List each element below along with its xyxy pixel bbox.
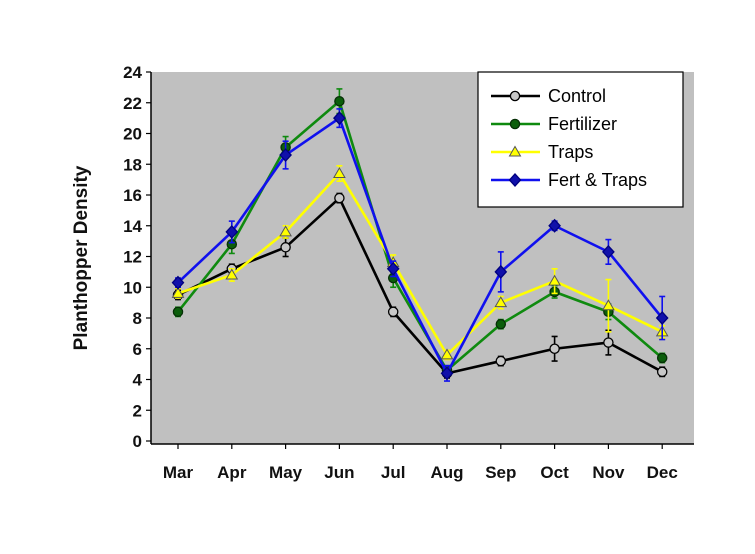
data-point-control [495,355,507,367]
y-tick-label: 14 [123,217,142,236]
legend: Control Fertilizer Traps Fert & Traps [477,71,684,208]
x-tick-label: Jun [324,463,354,482]
legend-item-fert-traps: Fert & Traps [491,170,647,190]
data-point-fert-traps [386,261,400,276]
y-tick-label: 20 [123,125,142,144]
data-point-fertilizer [172,306,184,318]
y-tick-label: 10 [123,278,142,297]
x-tick-label: Apr [217,463,247,482]
x-tick-label: Sep [485,463,516,482]
data-point-control [549,343,560,354]
data-point-traps [602,299,615,311]
data-point-control [387,306,399,318]
legend-item-control: Control [491,86,606,106]
data-point-traps [440,348,454,360]
y-tick-label: 12 [123,248,142,267]
legend-item-traps: Traps [491,142,593,162]
x-tick-label: Aug [430,463,463,482]
data-point-fert-traps [279,148,292,162]
data-point-traps [494,296,508,308]
series-line-control [177,196,663,375]
data-point-fert-traps [602,244,615,259]
x-axis-ticks: Mar Apr May Jun Jul Aug Sep Oct Nov Dec [163,444,678,482]
y-tick-label: 16 [123,186,142,205]
x-tick-label: May [269,463,303,482]
x-tick-label: Jul [381,463,406,482]
y-axis-title: Planthopper Density [71,165,92,350]
data-point-traps [333,166,346,178]
series-line-traps [177,172,663,357]
legend-label-fert-traps: Fert & Traps [548,170,647,190]
series-line-fertilizer [176,99,664,372]
data-point-fert-traps [655,311,669,325]
series-line-fert-traps [177,116,664,375]
data-point-fert-traps [440,366,454,381]
legend-marker-fert-traps [508,173,522,187]
legend-label-control: Control [548,86,606,106]
y-tick-label: 0 [133,432,142,451]
data-point-traps [548,274,561,286]
y-tick-label: 18 [123,155,142,174]
legend-marker-control [509,90,521,102]
legend-marker-traps [508,145,522,157]
series-layer [171,88,669,382]
data-point-traps [279,225,292,237]
data-point-fert-traps [333,111,346,126]
data-point-fert-traps [225,224,239,239]
legend-label-fertilizer: Fertilizer [548,114,617,134]
series-fert-traps [171,108,669,382]
x-tick-label: Dec [647,463,678,482]
legend-marker-fertilizer [509,118,521,130]
data-point-control [334,192,345,204]
data-point-control [603,337,614,348]
y-tick-label: 2 [133,401,142,420]
data-point-fert-traps [494,264,508,279]
y-tick-label: 24 [123,63,142,82]
data-point-traps [225,268,239,280]
data-point-traps [171,286,185,298]
data-point-control [280,242,291,253]
x-tick-label: Mar [163,463,194,482]
data-point-fertilizer [334,95,345,107]
data-point-fert-traps [171,275,185,290]
data-point-fert-traps [548,218,561,233]
x-tick-label: Oct [540,463,569,482]
x-tick-label: Nov [592,463,625,482]
data-point-fertilizer [495,318,507,330]
y-tick-label: 8 [133,309,142,328]
y-tick-label: 6 [133,340,142,359]
data-point-control [656,366,668,378]
legend-item-fertilizer: Fertilizer [491,114,617,134]
y-tick-label: 4 [133,371,143,390]
legend-label-traps: Traps [548,142,593,162]
y-tick-label: 22 [123,94,142,113]
data-point-fertilizer [656,352,668,364]
